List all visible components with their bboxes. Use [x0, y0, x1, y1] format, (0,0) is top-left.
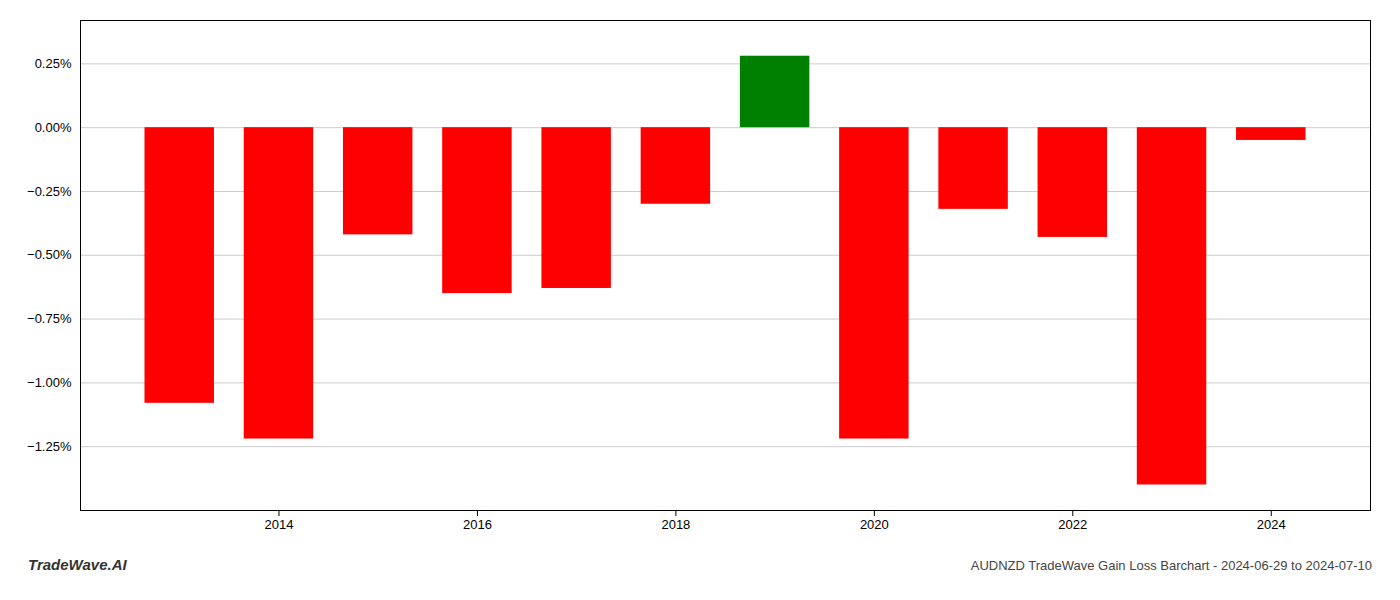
svg-text:−0.25%: −0.25% — [27, 184, 72, 199]
svg-text:0.00%: 0.00% — [35, 120, 72, 135]
html-text:TradeWave.AI: TradeWave.AI — [28, 556, 127, 573]
svg-text:2014: 2014 — [265, 517, 294, 532]
svg-text:−0.75%: −0.75% — [27, 311, 72, 326]
html-text:AUDNZD TradeWave Gain Loss Bar: AUDNZD TradeWave Gain Loss Barchart - 20… — [970, 558, 1372, 573]
svg-text:−0.50%: −0.50% — [27, 247, 72, 262]
svg-text:−1.00%: −1.00% — [27, 375, 72, 390]
svg-text:0.25%: 0.25% — [35, 56, 72, 71]
svg-text:2020: 2020 — [860, 517, 889, 532]
svg-text:2024: 2024 — [1257, 517, 1286, 532]
svg-text:−1.25%: −1.25% — [27, 439, 72, 454]
svg-text:2022: 2022 — [1058, 517, 1087, 532]
svg-text:2016: 2016 — [463, 517, 492, 532]
svg-text:2018: 2018 — [661, 517, 690, 532]
